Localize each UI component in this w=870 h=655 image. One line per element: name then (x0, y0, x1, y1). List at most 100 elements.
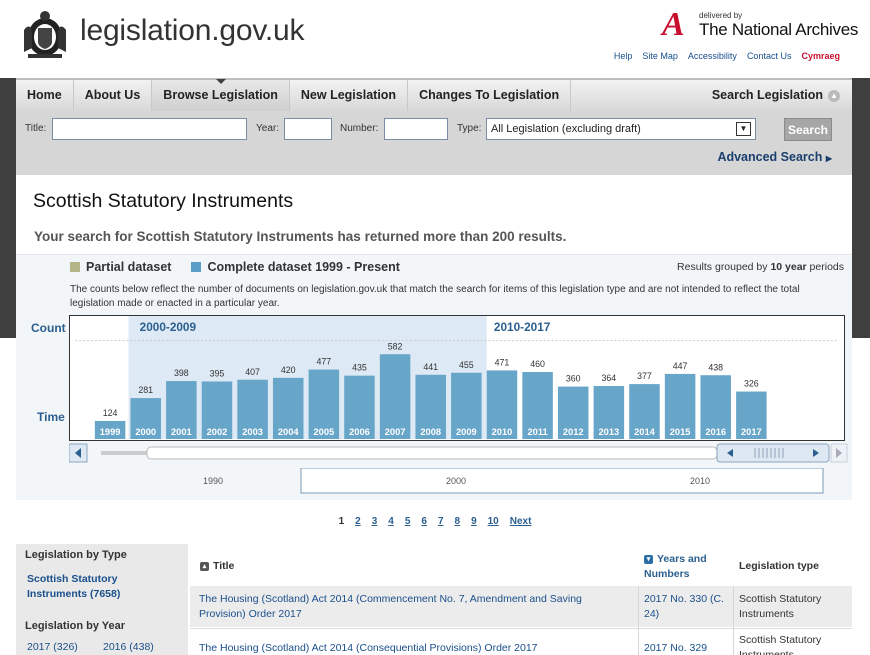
page-link-7[interactable]: 7 (437, 516, 444, 527)
bar-2012[interactable] (557, 386, 589, 440)
bar-2009[interactable] (451, 372, 482, 440)
timeline-chart: 2000-2009 2010-2017 124 1999 281 2000 398 2001 3… (69, 315, 845, 441)
bar-value-label: 326 (744, 379, 759, 389)
next-page-link[interactable]: Next (509, 516, 532, 527)
bar-year-label: 2013 (598, 427, 619, 437)
bar-1999[interactable] (94, 420, 126, 440)
search-button[interactable]: Search (784, 118, 832, 141)
page-link-10[interactable]: 10 (487, 516, 499, 527)
chevron-down-icon: ▼ (736, 122, 751, 136)
bar-value-label: 582 (388, 341, 403, 351)
time-axis-label: Time (37, 410, 65, 424)
bar-2015[interactable] (664, 373, 696, 440)
page-link-2[interactable]: 2 (355, 516, 361, 527)
year-link-2017[interactable]: 2017 (326) (27, 641, 78, 653)
help-link[interactable]: Help (613, 51, 633, 61)
table-row (190, 628, 852, 655)
page-link-4[interactable]: 4 (388, 516, 394, 527)
nav-home[interactable]: Home (16, 80, 74, 111)
bar-2014[interactable] (629, 384, 660, 440)
bar-2001[interactable] (166, 381, 197, 440)
bar-2006[interactable] (344, 375, 375, 440)
grip-icon (754, 448, 784, 458)
year-input[interactable] (284, 118, 332, 140)
type-link[interactable]: Scottish Statutory Instruments (7658) (27, 573, 121, 600)
bar-value-label: 435 (352, 363, 367, 373)
bar-2011[interactable] (522, 372, 553, 440)
bar-value-label: 124 (103, 408, 118, 418)
bar-2016[interactable] (700, 375, 731, 440)
contact-us-link[interactable]: Contact Us (746, 51, 792, 61)
page-title: Scottish Statutory Instruments (33, 190, 294, 212)
bar-value-label: 420 (281, 365, 296, 375)
sort-desc-icon: ▾ (644, 554, 653, 564)
group-label-2010-2017[interactable]: 2010-2017 (494, 320, 551, 334)
group-label-2000-2009[interactable]: 2000-2009 (140, 320, 197, 334)
type-label: Type: (457, 123, 482, 134)
decade-window[interactable] (300, 468, 824, 494)
bar-value-label: 398 (174, 368, 189, 378)
bar-2002[interactable] (201, 381, 233, 440)
result-number-1[interactable]: 2017 No. 330 (C. 24) (644, 593, 724, 620)
title-label: Title: (25, 123, 47, 134)
cymraeg-link[interactable]: Cymraeg (801, 51, 840, 61)
legend-partial: Partial dataset (86, 260, 172, 274)
grouped-prefix: Results grouped by (677, 261, 771, 273)
decade-label-2000: 2000 (446, 476, 466, 486)
chevron-right-icon: ▶ (825, 154, 832, 163)
timeline-scroller[interactable] (69, 443, 849, 463)
title-input[interactable] (52, 118, 247, 140)
bar-2017[interactable] (736, 391, 767, 440)
site-map-link[interactable]: Site Map (642, 51, 678, 61)
result-title-1[interactable]: The Housing (Scotland) Act 2014 (Commenc… (199, 593, 582, 620)
bar-year-label: 2006 (349, 427, 370, 437)
year-link-2016[interactable]: 2016 (438) (103, 641, 154, 653)
bar-2004[interactable] (272, 377, 304, 440)
bar-year-label: 2000 (135, 427, 156, 437)
bar-2010[interactable] (486, 370, 518, 440)
bar-year-label: 2015 (670, 427, 691, 437)
bar-2005[interactable] (308, 369, 340, 440)
page-current: 1 (338, 516, 345, 527)
number-input[interactable] (384, 118, 448, 140)
decade-label-2010: 2010 (690, 476, 710, 486)
bar-2000[interactable] (130, 398, 161, 440)
pagination: 1 2 3 4 5 6 7 8 9 10 Next (0, 516, 870, 527)
col-header-title[interactable]: ▴ Title (200, 560, 234, 572)
page-link-8[interactable]: 8 (454, 516, 461, 527)
national-archives-name[interactable]: The National Archives (699, 20, 859, 39)
scroll-right-icon (836, 448, 842, 458)
site-header (0, 0, 870, 78)
accessibility-link[interactable]: Accessibility (687, 51, 737, 61)
nav-about-us[interactable]: About Us (74, 80, 153, 111)
royal-crest-icon[interactable] (16, 10, 74, 60)
col-header-years[interactable]: ▾ Years and Numbers (644, 552, 734, 582)
nav-search-legislation[interactable]: Search Legislation ▲ (712, 80, 840, 111)
bar-value-label: 438 (708, 362, 723, 372)
type-select-value: All Legislation (excluding draft) (491, 123, 641, 135)
sort-icon: ▴ (200, 561, 209, 571)
result-title-2[interactable]: The Housing (Scotland) Act 2014 (Consequ… (199, 642, 538, 654)
nav-new-legislation[interactable]: New Legislation (290, 80, 409, 111)
bar-2007[interactable] (379, 354, 411, 440)
nav-browse-legislation[interactable]: Browse Legislation (152, 79, 290, 111)
page-link-5[interactable]: 5 (404, 516, 411, 527)
bar-2003[interactable] (237, 379, 268, 440)
page-link-6[interactable]: 6 (421, 516, 427, 527)
page-link-9[interactable]: 9 (471, 516, 477, 527)
advanced-search-link[interactable]: Advanced Search ▶ (717, 150, 832, 164)
column-divider (638, 586, 639, 655)
result-number-2[interactable]: 2017 No. 329 (644, 642, 708, 654)
type-select[interactable]: All Legislation (excluding draft) ▼ (486, 118, 756, 140)
bar-value-label: 395 (210, 369, 225, 379)
nav-changes-to-legislation[interactable]: Changes To Legislation (408, 80, 572, 111)
site-logo-text[interactable]: legislation.gov.uk (80, 14, 305, 47)
scroll-thumb[interactable] (716, 443, 830, 463)
bar-2008[interactable] (415, 374, 446, 440)
search-bar: Title: Year: Number: Type: All Legislati… (16, 111, 852, 175)
col-header-title-label: Title (213, 560, 235, 572)
page-link-3[interactable]: 3 (371, 516, 378, 527)
bar-2013[interactable] (593, 385, 625, 440)
complete-swatch (191, 262, 202, 272)
timeline-legend: Partial dataset Complete dataset 1999 - … (70, 260, 400, 274)
